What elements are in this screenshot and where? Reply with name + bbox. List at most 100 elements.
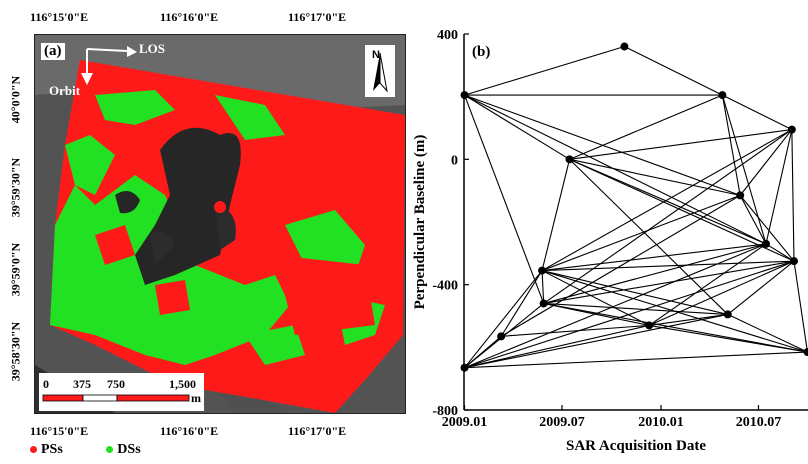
network-edge [541,194,741,272]
chart-title: (b) [472,44,490,60]
network-edge [464,324,650,369]
network-edge [739,195,767,245]
network-edge [500,194,741,337]
network-edge [543,129,793,304]
acquisition-node [620,42,629,51]
acquisition-node [803,348,808,357]
network-edge [543,260,795,305]
network-edge [739,129,793,196]
network-edge [543,243,767,304]
dss-marker-icon [106,446,114,454]
network-edge [569,158,795,262]
network-edge [543,302,728,315]
network-edge [541,270,728,315]
scale-tick-3: 1,500 [169,377,196,391]
acquisition-node [539,299,548,308]
network-edge [500,270,543,337]
map-graphic [35,35,405,413]
baseline-chart: 400 0 -400 -800 2009.01 2009.07 2010.01 2010.07… [410,20,808,459]
legend-item-pss: PSs [30,442,66,457]
lat-label-1: 40°0'0"N [8,75,23,124]
network-edge [541,270,808,353]
acquisition-node [460,363,469,372]
network-edge [541,270,545,304]
acquisition-node [723,310,732,319]
network-edge [464,46,625,96]
network-edge [721,95,741,196]
lat-label-2: 39°59'30"N [8,157,23,218]
lon-label-bottom-3: 116°17'0"E [288,424,347,438]
network-edge [569,158,741,196]
acquisition-node [460,91,469,100]
network-edge [541,270,650,326]
network-edge [569,158,767,245]
network-edge [541,159,571,271]
network-edge [649,313,728,326]
y-axis-label: Perpendicular Baseline (m) [412,135,428,310]
acquisition-node [565,155,574,164]
scale-tick-2: 750 [107,377,125,391]
acquisition-node [538,266,547,275]
network-edge [541,129,793,272]
legend-label-dss: DSs [117,442,141,457]
lat-label-4: 39°58'30"N [8,321,23,382]
network-edge [464,351,808,369]
x-tick-label: 2010.07 [736,415,782,430]
lon-label-bottom-1: 116°15'0"E [30,424,89,438]
network-edge [727,313,808,353]
scale-tick-0: 0 [43,377,49,391]
acquisition-node [787,125,796,134]
network-edge [722,94,793,131]
network-edge [739,195,795,262]
network-edge [541,243,767,272]
network-edge [542,260,795,272]
network-edge [464,94,570,160]
network-edge [624,46,723,96]
network-edge [649,324,808,353]
network-edge [791,129,795,262]
lon-label-top-1: 116°15'0"E [30,10,89,24]
network-edge [464,335,502,369]
lat-label-3: 39°59'0"N [8,242,23,297]
panel-a-label: (a) [41,43,65,60]
north-label: N [372,49,380,61]
network-edge [464,313,728,369]
network-edge [727,260,795,315]
y-tick-label: -800 [432,404,458,419]
los-label: LOS [139,41,166,56]
lon-label-top-2: 116°16'0"E [160,10,219,24]
orbit-label: Orbit [49,83,81,98]
lon-label-top-3: 116°17'0"E [288,10,347,24]
x-tick-label: 2009.01 [442,415,488,430]
lon-label-bottom-2: 116°16'0"E [160,424,219,438]
network-edge [721,94,767,245]
network-edge [543,302,808,353]
network-edge [464,243,767,369]
scale-tick-1: 375 [73,377,91,391]
acquisition-node [790,257,799,266]
network-edge [765,243,795,262]
acquisition-node [645,321,654,330]
network-edge [648,243,767,326]
acquisition-node [718,91,727,100]
acquisition-node [497,332,506,341]
pss-marker-icon [30,446,37,454]
y-tick-label: 400 [437,28,458,43]
x-tick-label: 2010.01 [638,415,684,430]
network-edge [793,261,808,353]
legend-label-pss: PSs [41,442,63,457]
acquisition-node [736,191,745,200]
y-tick-label: -400 [432,279,458,294]
x-axis-label: SAR Acquisition Date [566,438,706,454]
legend-item-dss: DSs [106,442,141,457]
network-edge [464,94,545,304]
scale-unit: m [191,391,201,405]
network-edge [464,270,543,369]
network-edge [569,94,723,160]
satellite-map: (a) LOS Orbit N 0 375 750 1,500 m [34,34,406,414]
x-tick-label: 2009.07 [539,415,585,430]
network-edge [648,260,795,326]
network-edge [569,129,792,160]
acquisition-node [762,239,771,248]
